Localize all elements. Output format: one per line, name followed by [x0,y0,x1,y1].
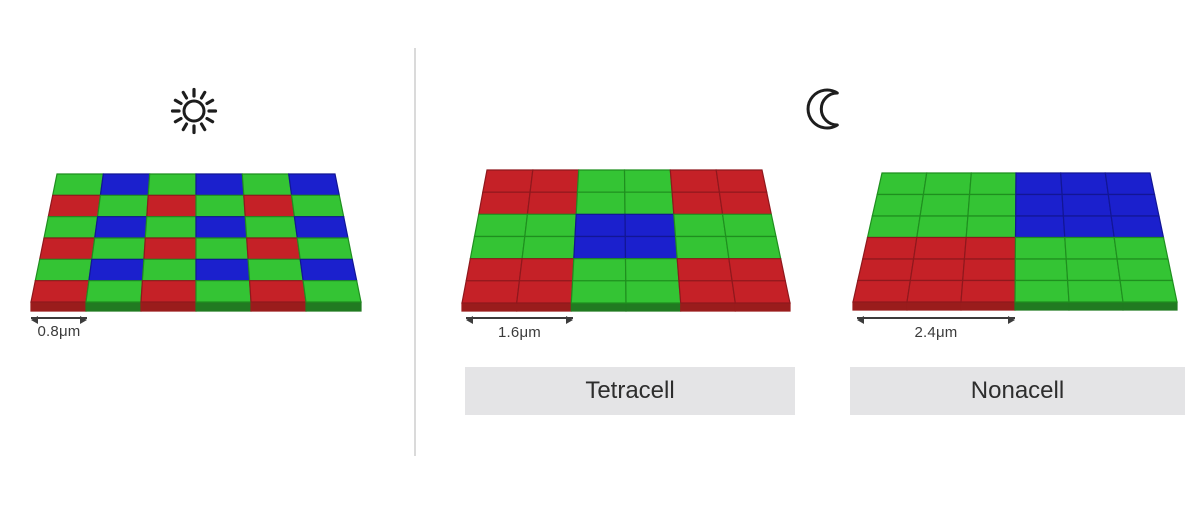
pixel-size-label: 0.8μm [37,323,81,340]
sensor-name-bar-nonacell: Nonacell [850,367,1185,415]
sensor-name-bar-tetracell: Tetracell [465,367,795,415]
panel-divider [414,48,416,456]
bayer-sensor-grid [30,173,362,312]
pixel-size-arrow [857,316,1015,324]
pixel-size-label: 1.6μm [498,324,541,341]
nonacell-sensor-grid [852,172,1178,311]
tetracell-sensor-grid [461,169,791,312]
pixel-size-arrow [466,316,573,324]
sensor-name-label: Tetracell [585,377,675,404]
moon-icon [806,88,839,130]
pixel-size-arrow [31,316,87,324]
sensor-name-label: Nonacell [970,377,1065,404]
pixel-size-label: 2.4μm [914,324,958,341]
sun-icon [170,87,218,135]
